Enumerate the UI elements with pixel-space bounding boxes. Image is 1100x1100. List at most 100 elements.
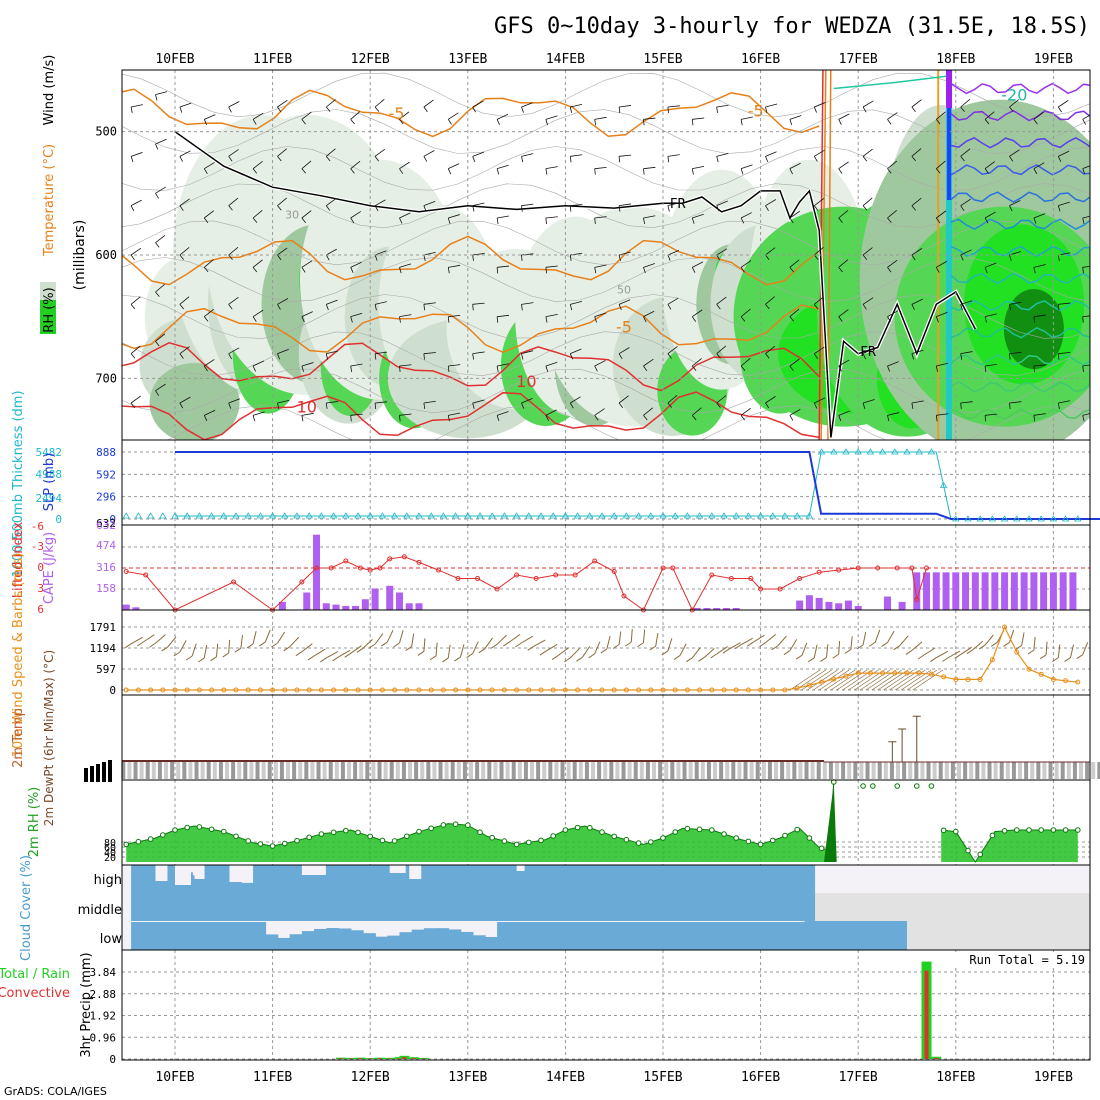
thickness-marker [671, 512, 679, 519]
cape-bar [1030, 572, 1038, 610]
wind-barb [984, 316, 987, 323]
wind-barb [277, 349, 289, 355]
temperature-bar [633, 762, 638, 779]
wind-barb [277, 298, 289, 305]
cloud-low-bar [253, 922, 267, 950]
wind-barb [325, 402, 328, 410]
wind-barb [824, 669, 856, 691]
rh-marker [782, 832, 788, 839]
wind-barb [429, 655, 437, 661]
wind-barb [545, 115, 558, 120]
cloud-middle-bar [204, 893, 218, 921]
wind-barb [765, 402, 770, 409]
rh-marker [709, 827, 715, 833]
wind-barb [204, 210, 215, 219]
li-marker [455, 576, 461, 581]
wind-barb [936, 111, 946, 120]
freezing-level-label: FR [860, 345, 876, 360]
wind-barb [179, 156, 184, 162]
cloud-gap [175, 865, 191, 885]
rh-marker [1001, 828, 1008, 834]
wind-barb [935, 267, 940, 273]
wind-barb [417, 651, 425, 656]
temperature-bar [511, 762, 516, 779]
wind-barb [350, 111, 361, 120]
date-tick-label: 10FEB [155, 52, 194, 67]
date-tick-label: 16FEB [741, 1070, 780, 1085]
wind-barb [1033, 162, 1045, 170]
wind-barb [277, 205, 282, 211]
date-tick-label: 15FEB [643, 1070, 682, 1085]
wind-barb [1033, 267, 1036, 274]
rh-contour [122, 368, 1090, 414]
rh-marker [526, 839, 532, 846]
wind-barb [191, 643, 197, 657]
wind-barb [594, 216, 607, 219]
cloud-high-bar [423, 865, 437, 893]
wind-barb [1082, 265, 1090, 268]
wind-barb [459, 644, 465, 658]
rh-tick-label: 20 [104, 853, 116, 864]
rh-marker [1062, 827, 1069, 833]
cloud-middle-bar [509, 893, 523, 921]
wind-barb [643, 316, 647, 323]
wind-barb [887, 415, 890, 422]
wind-speed-marker [160, 687, 166, 693]
wind-barb [472, 100, 484, 108]
wind-barb [521, 635, 534, 644]
wind-barb [423, 205, 427, 212]
cloud-middle-bar [289, 893, 303, 921]
wind-barb [496, 164, 509, 170]
wind-speed-marker [538, 687, 544, 693]
wind-barb [936, 650, 949, 659]
wind-barb [130, 247, 142, 256]
thickness-marker [988, 515, 997, 522]
thickness-marker [805, 512, 814, 519]
wind-barb [368, 643, 376, 649]
wind-barb [149, 642, 156, 648]
cloud-high-bar [289, 865, 303, 893]
wind-barb [515, 642, 522, 648]
cloud-middle-bar [728, 893, 742, 921]
temperature-bar [767, 762, 772, 779]
cloud-middle-bar [277, 893, 291, 921]
wind-barb [155, 291, 160, 297]
wind-barb [295, 651, 303, 657]
cloud-low-bar [606, 922, 620, 950]
wind-barb [338, 649, 351, 658]
wind-speed-marker [733, 687, 739, 693]
cape-bar [825, 601, 833, 610]
wind-speed-marker [672, 687, 678, 693]
rh-marker [870, 783, 876, 789]
temperature-bar [926, 762, 931, 779]
rh-marker [269, 843, 276, 849]
temperature-bar [975, 762, 980, 779]
cloud-middle-bar [192, 893, 206, 921]
temperature-bar [334, 762, 339, 779]
wind-barb [472, 351, 485, 355]
wind-barb [984, 111, 995, 120]
cloud-high-bar [484, 865, 498, 893]
wind-speed-marker [1075, 679, 1081, 685]
rh-marker [428, 825, 435, 832]
cloud-low-bar [692, 922, 706, 950]
date-tick-label: 11FEB [253, 52, 292, 67]
wind-barb [692, 213, 704, 219]
wind-barb [454, 656, 461, 662]
temperature-bar [84, 768, 88, 782]
wind-speed-marker [989, 657, 995, 663]
wind-barb [1033, 264, 1046, 268]
rh-marker [794, 826, 801, 833]
wind-barb [545, 168, 548, 175]
wind-barb [618, 106, 621, 114]
wind-barb [277, 402, 280, 409]
thickness-marker [293, 512, 301, 519]
wind-barb [930, 657, 937, 663]
wind-barb [155, 138, 167, 145]
cloud-low-bar [411, 929, 425, 950]
wind-barb [935, 365, 939, 372]
temperature-bar [902, 762, 907, 779]
cloud-low-bar [179, 922, 193, 950]
wind-barb [704, 648, 715, 658]
